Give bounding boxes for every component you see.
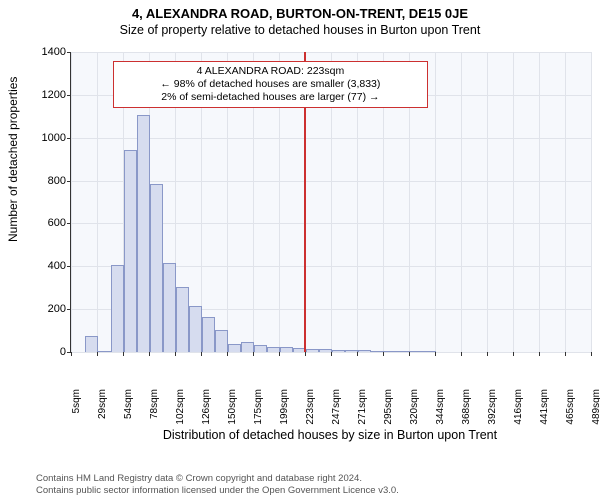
- histogram-bar: [241, 342, 255, 352]
- ytick-label: 600: [16, 217, 66, 229]
- ytick-label: 1200: [16, 89, 66, 101]
- xtick-mark: [357, 352, 358, 356]
- histogram-bar: [85, 336, 99, 352]
- x-axis-label: Distribution of detached houses by size …: [70, 428, 590, 442]
- xtick-label: 175sqm: [253, 389, 264, 429]
- histogram-bar: [215, 330, 229, 352]
- xtick-label: 416sqm: [513, 389, 524, 429]
- xtick-mark: [253, 352, 254, 356]
- ytick-label: 400: [16, 260, 66, 272]
- xtick-mark: [305, 352, 306, 356]
- histogram-bar: [384, 351, 398, 352]
- xtick-label: 489sqm: [591, 389, 600, 429]
- xtick-mark: [591, 352, 592, 356]
- histogram-bar: [150, 184, 164, 352]
- xtick-mark: [227, 352, 228, 356]
- xtick-mark: [461, 352, 462, 356]
- xtick-mark: [435, 352, 436, 356]
- xtick-label: 368sqm: [461, 389, 472, 429]
- xtick-label: 441sqm: [539, 389, 550, 429]
- gridline-v: [591, 52, 592, 352]
- xtick-mark: [487, 352, 488, 356]
- xtick-label: 5sqm: [71, 389, 82, 429]
- xtick-mark: [383, 352, 384, 356]
- xtick-label: 271sqm: [357, 389, 368, 429]
- gridline-v: [487, 52, 488, 352]
- xtick-label: 54sqm: [123, 389, 134, 429]
- xtick-label: 199sqm: [279, 389, 290, 429]
- histogram-bar: [254, 345, 268, 352]
- xtick-mark: [331, 352, 332, 356]
- histogram-bar: [137, 115, 151, 352]
- annotation-line: ← 98% of detached houses are smaller (3,…: [120, 78, 422, 91]
- xtick-label: 223sqm: [305, 389, 316, 429]
- footer: Contains HM Land Registry data © Crown c…: [36, 473, 399, 496]
- xtick-label: 78sqm: [149, 389, 160, 429]
- xtick-mark: [565, 352, 566, 356]
- xtick-mark: [539, 352, 540, 356]
- histogram-bar: [345, 350, 359, 352]
- histogram-bar: [358, 350, 372, 352]
- footer-line-1: Contains HM Land Registry data © Crown c…: [36, 473, 399, 484]
- gridline-v: [71, 52, 72, 352]
- histogram-bar: [228, 344, 242, 353]
- histogram-bar: [267, 347, 281, 352]
- plot-region: 5sqm29sqm54sqm78sqm102sqm126sqm150sqm175…: [70, 52, 591, 353]
- gridline-v: [435, 52, 436, 352]
- histogram-bar: [124, 150, 138, 352]
- histogram-bar: [202, 317, 216, 352]
- xtick-label: 126sqm: [201, 389, 212, 429]
- annotation-line: 4 ALEXANDRA ROAD: 223sqm: [120, 65, 422, 78]
- xtick-label: 29sqm: [97, 389, 108, 429]
- histogram-bar: [306, 349, 320, 352]
- chart-area: Number of detached properties 5sqm29sqm5…: [0, 42, 600, 452]
- histogram-bar: [423, 351, 437, 352]
- xtick-label: 295sqm: [383, 389, 394, 429]
- xtick-mark: [123, 352, 124, 356]
- xtick-label: 344sqm: [435, 389, 446, 429]
- gridline-v: [97, 52, 98, 352]
- histogram-bar: [371, 351, 385, 352]
- ytick-label: 0: [16, 346, 66, 358]
- histogram-bar: [319, 349, 333, 352]
- histogram-bar: [176, 287, 190, 352]
- xtick-label: 247sqm: [331, 389, 342, 429]
- histogram-bar: [397, 351, 411, 352]
- xtick-mark: [513, 352, 514, 356]
- xtick-mark: [279, 352, 280, 356]
- page-title: 4, ALEXANDRA ROAD, BURTON-ON-TRENT, DE15…: [0, 0, 600, 21]
- xtick-label: 150sqm: [227, 389, 238, 429]
- xtick-mark: [71, 352, 72, 356]
- xtick-mark: [149, 352, 150, 356]
- histogram-bar: [410, 351, 424, 352]
- gridline-v: [565, 52, 566, 352]
- histogram-bar: [98, 351, 112, 352]
- histogram-bar: [111, 265, 125, 352]
- gridline-v: [513, 52, 514, 352]
- xtick-mark: [175, 352, 176, 356]
- xtick-mark: [409, 352, 410, 356]
- ytick-label: 1000: [16, 132, 66, 144]
- annotation-box: 4 ALEXANDRA ROAD: 223sqm← 98% of detache…: [113, 61, 429, 108]
- histogram-bar: [163, 263, 177, 352]
- ytick-label: 800: [16, 175, 66, 187]
- xtick-label: 102sqm: [175, 389, 186, 429]
- page-subtitle: Size of property relative to detached ho…: [0, 21, 600, 37]
- xtick-mark: [201, 352, 202, 356]
- histogram-bar: [332, 350, 346, 352]
- gridline-v: [461, 52, 462, 352]
- xtick-label: 320sqm: [409, 389, 420, 429]
- ytick-label: 1400: [16, 46, 66, 58]
- xtick-mark: [97, 352, 98, 356]
- gridline-v: [539, 52, 540, 352]
- footer-line-2: Contains public sector information licen…: [36, 485, 399, 496]
- histogram-bar: [280, 347, 294, 352]
- ytick-label: 200: [16, 303, 66, 315]
- xtick-label: 465sqm: [565, 389, 576, 429]
- histogram-bar: [189, 306, 203, 352]
- annotation-line: 2% of semi-detached houses are larger (7…: [120, 91, 422, 104]
- xtick-label: 392sqm: [487, 389, 498, 429]
